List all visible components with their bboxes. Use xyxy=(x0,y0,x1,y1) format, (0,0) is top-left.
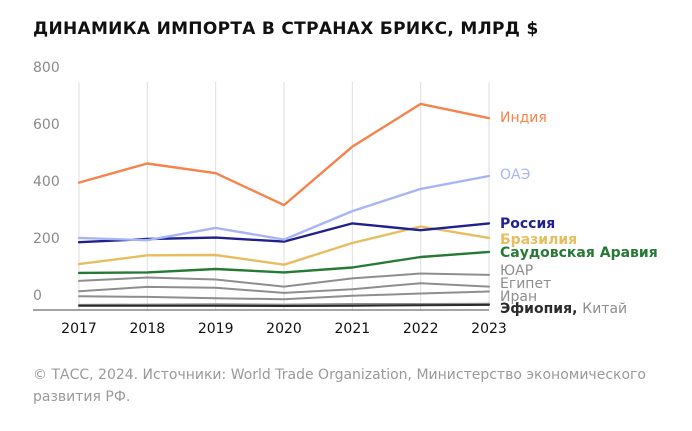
chart-title: ДИНАМИКА ИМПОРТА В СТРАНАХ БРИКС, МЛРД $ xyxy=(33,19,539,39)
series-line xyxy=(78,282,490,294)
series-line xyxy=(77,225,491,266)
series-label: Эфиопия xyxy=(500,301,572,317)
series-label: Россия xyxy=(500,216,555,232)
x-tick-label: 2017 xyxy=(61,321,97,337)
x-tick-label: 2019 xyxy=(198,321,234,337)
series-label: Бразилия xyxy=(500,232,577,248)
y-tick-label: 0 xyxy=(33,288,42,304)
y-tick-label: 200 xyxy=(33,231,60,247)
series-line xyxy=(78,302,490,306)
x-axis-ticks: 2017 2018 2019 2020 2021 2022 2023 xyxy=(61,321,507,337)
label-separator: , xyxy=(572,301,582,317)
series-label: ЮАР xyxy=(500,263,533,279)
series-label: Иран xyxy=(500,289,537,305)
series-label: ОАЭ xyxy=(500,167,530,183)
y-tick-label: 400 xyxy=(33,174,60,190)
series-label: Эфиопия, Китай xyxy=(500,301,627,317)
gridlines xyxy=(78,82,490,310)
y-axis-ticks: 800 600 400 200 0 xyxy=(33,60,60,304)
source-note: © ТАСС, 2024. Источники: World Trade Org… xyxy=(33,367,646,405)
x-tick-label: 2018 xyxy=(130,321,166,337)
series-line xyxy=(77,174,491,242)
series-line xyxy=(77,250,491,275)
series-line xyxy=(78,272,490,288)
x-tick-label: 2020 xyxy=(266,321,302,337)
y-tick-label: 600 xyxy=(33,117,60,133)
series-label: Китай xyxy=(582,301,627,317)
x-tick-label: 2021 xyxy=(335,321,371,337)
series-lines xyxy=(77,102,491,307)
series-label: Египет xyxy=(500,276,551,292)
series-label: Индия xyxy=(500,110,547,126)
y-tick-label: 800 xyxy=(33,60,60,76)
x-tick-label: 2023 xyxy=(471,321,507,337)
series-line xyxy=(78,303,490,307)
series-label: Саудовская Аравия xyxy=(500,245,658,261)
x-tick-label: 2022 xyxy=(403,321,439,337)
series-line xyxy=(78,290,490,301)
series-line xyxy=(77,102,491,207)
